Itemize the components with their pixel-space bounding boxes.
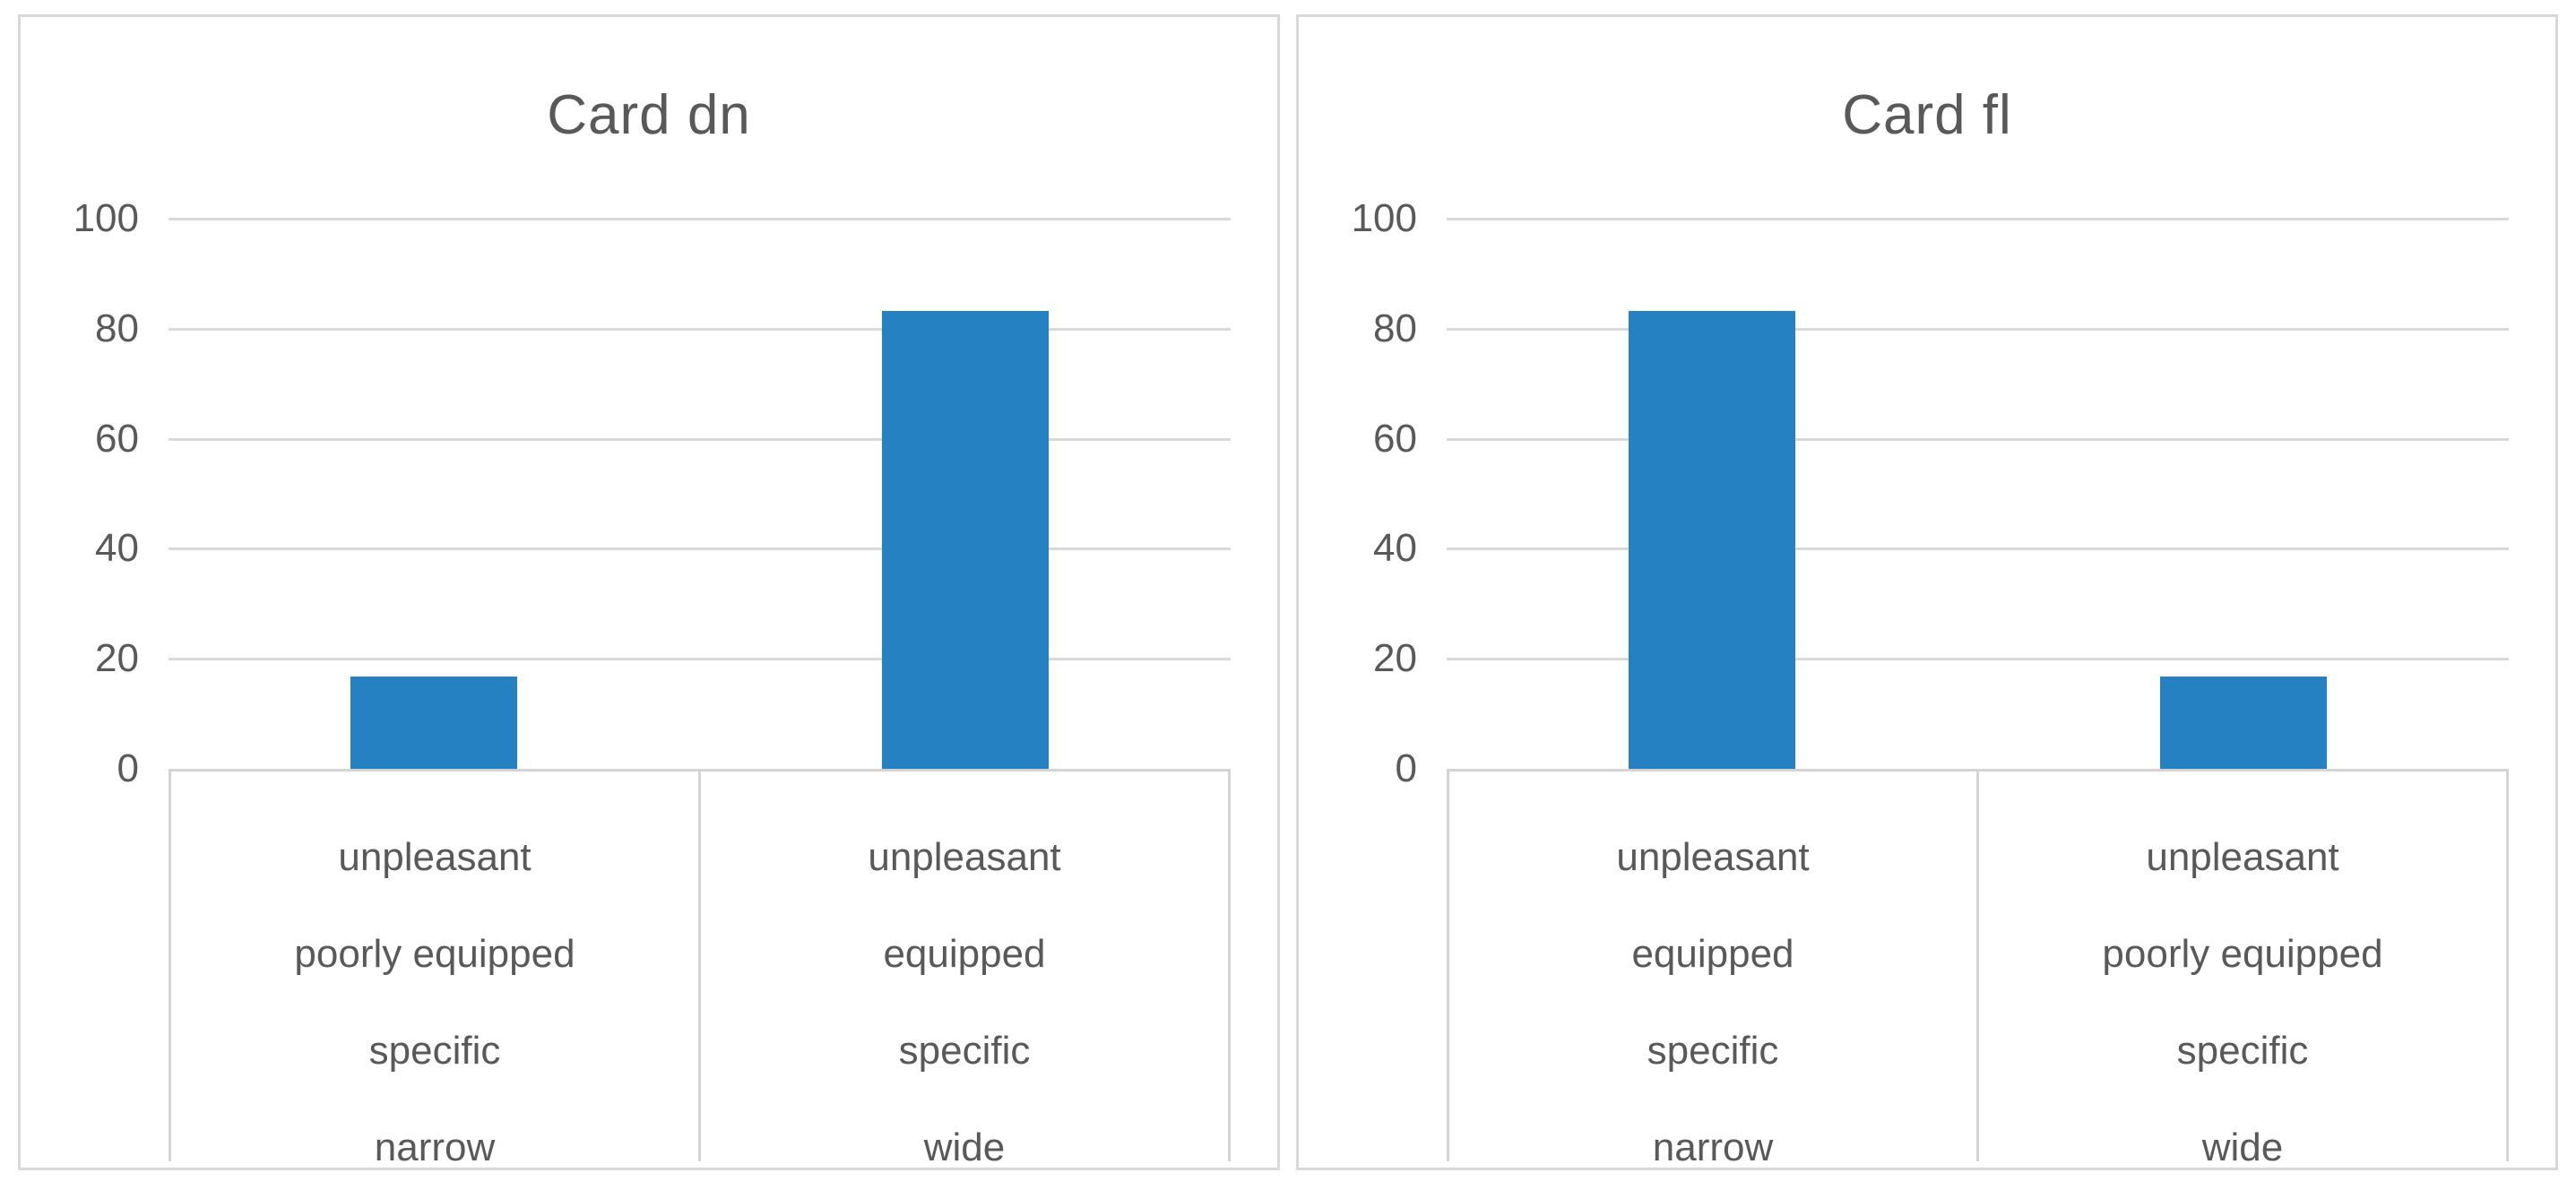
y-axis-tick-label: 0 [1395,746,1417,790]
category-label-line: wide [2201,1125,2284,1161]
gridline-20 [169,658,1231,661]
bar-category-1 [1629,310,1796,769]
y-axis-tick-label: 0 [117,746,139,790]
gridline-40 [1447,548,2509,551]
category-label-line: equipped [883,932,1046,976]
gridline-20 [1447,658,2509,661]
bar-category-2 [881,310,1049,769]
y-axis-tick-label: 20 [1373,636,1417,681]
y-axis: 0 20 40 60 80 100 [1299,197,1424,790]
chart-panel-card-fl: Card fl 0 20 40 60 80 100 unpleasant equipped s… [1296,14,2558,1170]
gridline-80 [1447,327,2509,331]
y-axis-tick-label: 40 [1373,526,1417,571]
category-label-line: unpleasant [2146,835,2339,879]
plot-area [169,218,1231,769]
category-label-box: unpleasant equipped specific narrow unpleasa… [1447,769,2509,1161]
category-label-line: poorly equipped [2102,932,2383,976]
gridline-100 [1447,218,2509,220]
category-label-line: specific [898,1029,1031,1073]
category-label: unpleasant poorly equipped specific wide [1976,772,2506,1161]
category-label-line: specific [2176,1029,2309,1073]
plot-area [1447,218,2509,769]
y-axis-tick-label: 80 [1373,306,1417,350]
category-label: unpleasant poorly equipped specific narrow [171,772,698,1161]
chart-title: Card dn [547,84,751,146]
gridline-80 [169,327,1231,331]
category-label-line: unpleasant [868,835,1061,879]
category-label: unpleasant equipped specific wide [698,772,1228,1161]
category-label-line: equipped [1631,932,1794,976]
bar-category-2 [2159,677,2327,769]
y-axis: 0 20 40 60 80 100 [21,197,146,790]
category-label-box: unpleasant poorly equipped specific narrow u… [169,769,1231,1161]
category-label-line: specific [368,1029,501,1073]
y-axis-tick-label: 60 [95,416,139,461]
category-label-line: specific [1647,1029,1779,1073]
y-axis-tick-label: 20 [95,636,139,681]
gridline-60 [1447,437,2509,441]
y-axis-tick-label: 80 [95,306,139,350]
gridline-40 [169,548,1231,551]
y-axis-tick-label: 60 [1373,416,1417,461]
gridline-60 [169,437,1231,441]
category-label-line: narrow [1652,1125,1774,1161]
bar-category-1 [350,677,518,769]
category-label-line: narrow [374,1125,496,1161]
category-label-line: wide [923,1125,1006,1161]
chart-panel-card-dn: Card dn 0 20 40 60 80 100 unpleasant poorly eq… [18,14,1280,1170]
y-axis-tick-label: 40 [95,526,139,571]
category-label-line: poorly equipped [294,932,575,976]
chart-title: Card fl [1842,84,2012,146]
y-axis-tick-label: 100 [73,196,139,240]
category-label-line: unpleasant [338,835,532,879]
category-label-line: unpleasant [1616,835,1810,879]
y-axis-tick-label: 100 [1351,196,1417,240]
category-label: unpleasant equipped specific narrow [1449,772,1976,1161]
gridline-100 [169,218,1231,220]
